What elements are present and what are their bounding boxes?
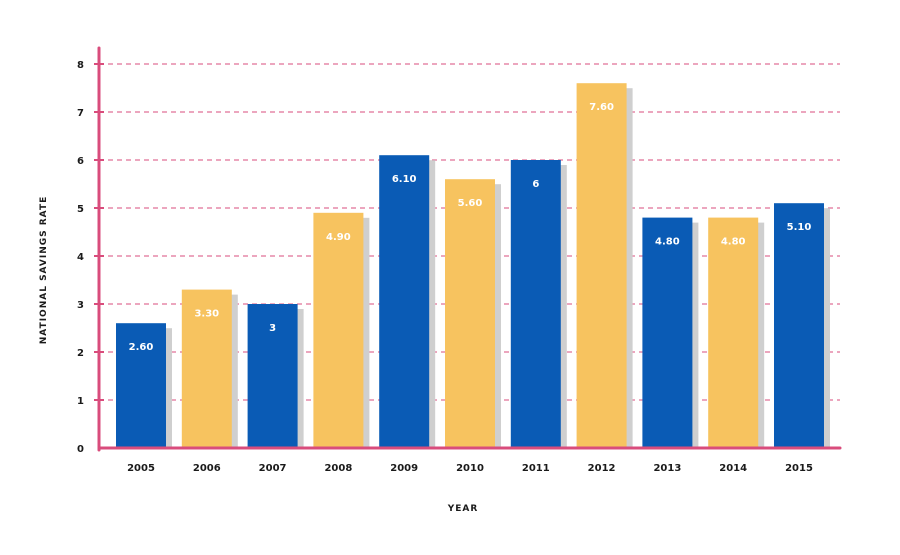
bar xyxy=(774,203,824,448)
y-axis-title: NATIONAL SAVINGS RATE xyxy=(39,196,49,344)
data-label: 4.80 xyxy=(721,237,746,248)
y-tick-label: 3 xyxy=(77,300,84,311)
axes xyxy=(97,46,842,452)
data-label: 3 xyxy=(269,323,276,334)
data-label: 5.10 xyxy=(787,222,812,233)
data-label: 6 xyxy=(532,179,539,190)
y-tick-label: 7 xyxy=(77,108,84,119)
x-tick-label: 2014 xyxy=(719,463,747,474)
bar xyxy=(708,217,759,448)
y-tick-label: 1 xyxy=(77,396,84,407)
data-label: 3.30 xyxy=(194,309,219,320)
x-tick-label: 2008 xyxy=(324,463,352,474)
bar xyxy=(642,217,693,448)
data-label: 5.60 xyxy=(458,198,483,209)
bar xyxy=(379,155,430,448)
bar xyxy=(181,289,232,448)
x-tick-label: 2010 xyxy=(456,463,484,474)
x-tick-labels: 2005 2006 2007 2008 2009 2010 2011 2012 2013 2014… xyxy=(127,463,813,474)
bar xyxy=(576,83,627,448)
x-tick-label: 2015 xyxy=(785,463,813,474)
y-tick-label: 4 xyxy=(77,252,84,263)
bar xyxy=(313,212,364,448)
data-label: 4.90 xyxy=(326,232,351,243)
bar xyxy=(247,304,298,448)
bar xyxy=(116,323,166,448)
y-tick-label: 8 xyxy=(77,60,84,71)
data-label: 6.10 xyxy=(392,174,417,185)
x-tick-label: 2012 xyxy=(588,463,616,474)
x-tick-label: 2006 xyxy=(193,463,221,474)
y-tick-label: 2 xyxy=(77,348,84,359)
y-tick-labels: 0 1 2 3 4 5 6 7 8 xyxy=(77,60,84,455)
data-labels: 2.60 3.30 3 4.90 6.10 5.60 6 7.60 4.80 4.80 5.10 xyxy=(129,102,812,353)
x-tick-label: 2013 xyxy=(653,463,681,474)
x-tick-label: 2007 xyxy=(259,463,287,474)
bar xyxy=(445,179,495,448)
x-tick-label: 2011 xyxy=(522,463,550,474)
x-tick-label: 2005 xyxy=(127,463,155,474)
data-label: 4.80 xyxy=(655,237,680,248)
y-tick-label: 6 xyxy=(77,156,84,167)
y-tick-label: 0 xyxy=(77,444,84,455)
data-label: 2.60 xyxy=(129,342,154,353)
data-label: 7.60 xyxy=(589,102,614,113)
x-tick-label: 2009 xyxy=(390,463,418,474)
bar xyxy=(510,160,561,448)
bars xyxy=(116,83,824,448)
x-axis-title: YEAR xyxy=(447,504,479,514)
y-tick-label: 5 xyxy=(77,204,84,215)
